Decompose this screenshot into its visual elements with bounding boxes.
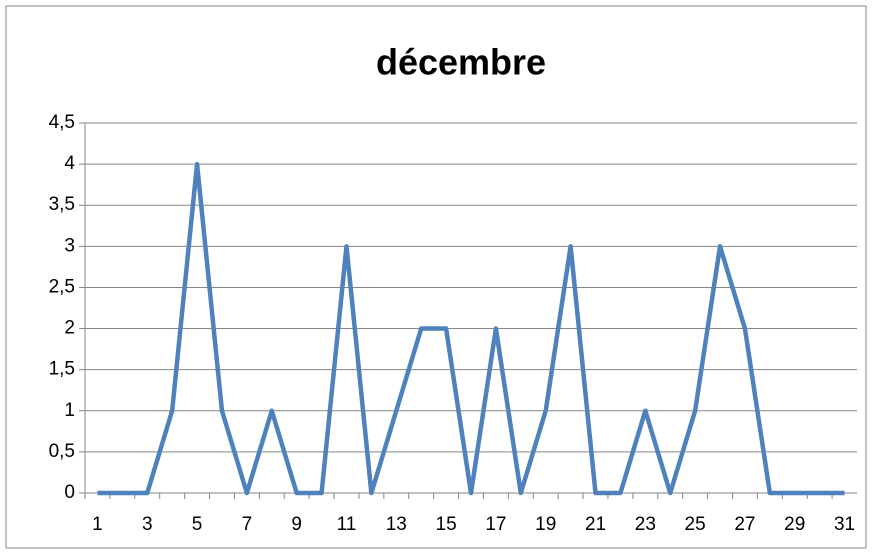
x-tick-label: 17	[485, 514, 506, 535]
data-line	[97, 161, 845, 496]
x-tick-label: 13	[386, 514, 407, 535]
y-tick-label: 4	[64, 153, 75, 174]
y-tick-label: 0	[64, 482, 75, 503]
x-tick-label: 5	[192, 514, 203, 535]
x-tick-label: 25	[685, 514, 706, 535]
y-tick-label: 1	[64, 400, 75, 421]
y-tick-label: 3,5	[49, 194, 75, 215]
x-tick-label: 9	[291, 514, 302, 535]
x-tick-label: 21	[585, 514, 606, 535]
x-tick-label: 29	[784, 514, 805, 535]
x-tick-label: 19	[535, 514, 556, 535]
y-tick-label: 4,5	[49, 112, 75, 133]
y-tick-label: 1,5	[49, 359, 75, 380]
y-tick-label: 2	[64, 318, 75, 339]
x-tick-label: 1	[92, 514, 103, 535]
y-tick-label: 0,5	[49, 441, 75, 462]
x-tick-label: 23	[635, 514, 656, 535]
x-tick-label: 27	[734, 514, 755, 535]
y-tick-label: 2,5	[49, 276, 75, 297]
y-tick-label: 3	[64, 235, 75, 256]
x-tick-label: 11	[337, 514, 357, 535]
chart-title: décembre	[376, 42, 546, 83]
x-tick-label: 15	[436, 514, 457, 535]
x-tick-label: 7	[242, 514, 253, 535]
x-tick-label: 3	[142, 514, 153, 535]
x-tick-label: 31	[834, 514, 855, 535]
chart-border	[5, 5, 867, 549]
